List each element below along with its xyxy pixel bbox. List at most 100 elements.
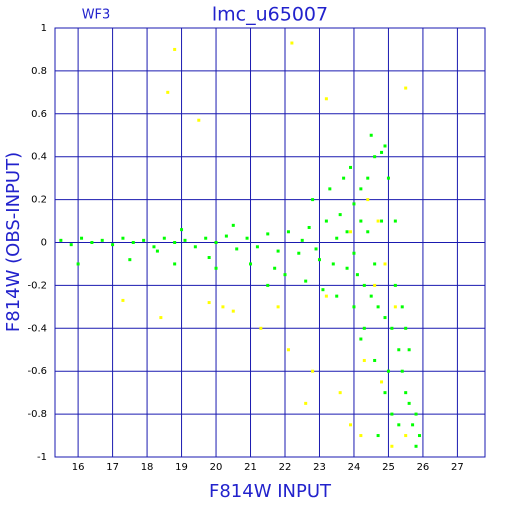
y-tick-label: -0.2 <box>27 280 47 291</box>
point <box>380 219 384 223</box>
point <box>324 294 328 298</box>
x-tick-label: 24 <box>348 462 361 473</box>
point <box>366 230 370 234</box>
point <box>245 236 249 240</box>
point <box>152 245 156 249</box>
point <box>338 213 342 217</box>
point <box>300 238 304 242</box>
y-tick-label: -1 <box>37 452 47 463</box>
point <box>173 262 177 266</box>
plot-frame <box>54 27 486 458</box>
x-tick-label: 25 <box>382 462 395 473</box>
point <box>345 230 349 234</box>
point <box>331 262 335 266</box>
y-tick-label: 0 <box>41 238 47 249</box>
point <box>197 118 201 122</box>
point <box>231 309 235 313</box>
point <box>207 256 211 260</box>
point <box>142 238 146 242</box>
x-axis-label: F814W INPUT <box>209 481 332 502</box>
point <box>224 234 228 238</box>
point <box>404 86 408 90</box>
point <box>349 165 353 169</box>
point <box>173 241 177 244</box>
x-tick-label: 16 <box>72 462 85 473</box>
point <box>231 223 235 227</box>
point <box>390 444 394 448</box>
y-tick-label: 0.2 <box>31 195 47 206</box>
point <box>362 358 366 362</box>
point <box>314 247 318 251</box>
point <box>121 236 125 240</box>
point <box>380 150 384 154</box>
point <box>376 219 380 223</box>
point <box>155 249 159 253</box>
point <box>249 262 253 266</box>
point <box>373 358 377 362</box>
point <box>359 337 363 341</box>
point <box>159 316 163 320</box>
point <box>328 187 332 191</box>
point <box>276 249 280 253</box>
x-tick-label: 19 <box>175 462 188 473</box>
point <box>286 348 290 352</box>
chart-title: lmc_u65007 <box>212 4 328 26</box>
point <box>286 230 290 234</box>
point <box>400 305 404 309</box>
point <box>355 273 359 277</box>
point <box>266 283 270 287</box>
point <box>400 369 404 373</box>
point <box>362 283 366 287</box>
y-tick-label: 0.8 <box>31 66 47 77</box>
point <box>276 305 280 309</box>
point <box>397 423 401 427</box>
point <box>407 348 411 352</box>
point <box>393 219 397 223</box>
y-axis-label: F814W (OBS-INPUT) <box>3 152 24 332</box>
point <box>383 391 387 395</box>
point <box>359 219 363 223</box>
x-tick-label: 22 <box>279 462 292 473</box>
point <box>373 155 377 159</box>
point <box>259 326 263 330</box>
point <box>183 238 187 242</box>
point <box>373 283 377 287</box>
point <box>311 369 315 373</box>
point <box>100 238 104 242</box>
point <box>59 238 63 242</box>
chart-subtitle: WF3 <box>82 8 111 23</box>
point <box>352 251 356 255</box>
point <box>345 266 349 270</box>
point <box>304 401 308 405</box>
x-tick-label: 26 <box>417 462 430 473</box>
y-tick-label: 1 <box>41 23 47 34</box>
point <box>80 236 84 240</box>
point <box>121 298 125 302</box>
point <box>359 187 363 191</box>
point <box>338 391 342 395</box>
x-tick-label: 23 <box>313 462 326 473</box>
point <box>383 144 387 148</box>
point <box>311 198 315 202</box>
point <box>393 283 397 287</box>
point <box>235 247 239 251</box>
point <box>349 423 353 427</box>
x-tick-label: 27 <box>451 462 464 473</box>
y-tick-label: -0.4 <box>27 323 47 334</box>
point <box>173 47 177 51</box>
point <box>349 230 353 234</box>
point <box>128 258 132 262</box>
point <box>214 266 218 270</box>
point <box>359 434 363 438</box>
point <box>266 232 270 236</box>
x-tick-label: 18 <box>141 462 154 473</box>
point <box>76 262 80 266</box>
point <box>297 251 301 255</box>
point <box>366 198 370 202</box>
point <box>335 294 339 298</box>
point <box>404 434 408 438</box>
point <box>221 305 225 309</box>
y-tick-label: -0.8 <box>27 409 47 420</box>
point <box>90 241 94 244</box>
